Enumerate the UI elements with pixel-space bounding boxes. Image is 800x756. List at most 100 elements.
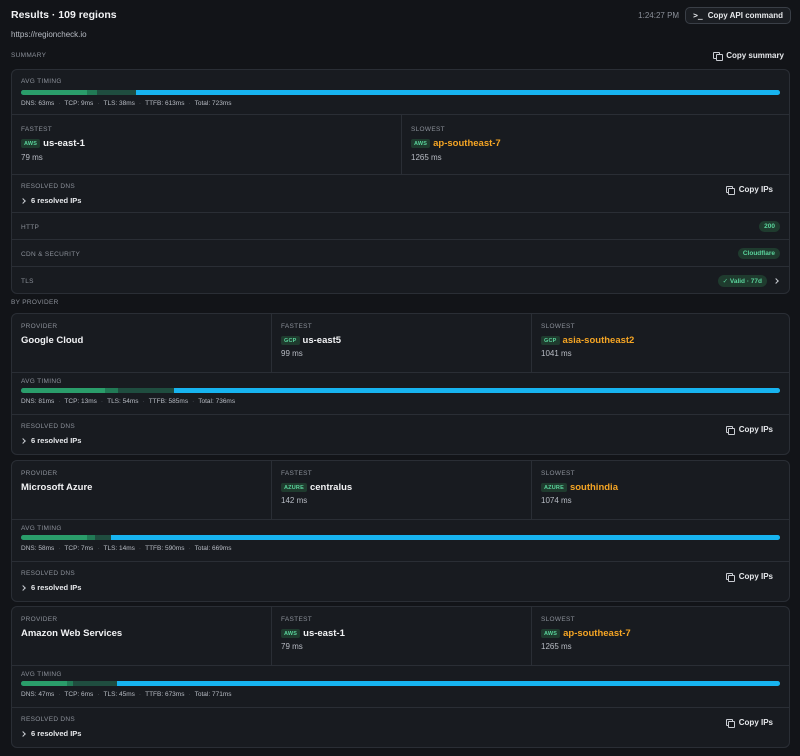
timing-bar bbox=[21, 681, 780, 686]
provider-label: PROVIDER bbox=[21, 470, 58, 477]
copy-ips-button[interactable]: Copy IPs bbox=[725, 718, 773, 728]
copy-icon bbox=[725, 425, 736, 435]
fastest-cell: FASTEST AWS us-east-1 79 ms bbox=[12, 115, 401, 174]
provider-cell: PROVIDER Microsoft Azure bbox=[12, 461, 271, 519]
timing-breakdown: DNS: 81ms · TCP: 13ms · TLS: 54ms · TTFB: 585m… bbox=[21, 398, 236, 405]
slowest-cell: SLOWEST AZURE southindia 1074 ms bbox=[531, 461, 789, 519]
tls-segment bbox=[73, 681, 118, 686]
copy-ips-button[interactable]: Copy IPs bbox=[725, 572, 773, 582]
http-label: HTTP bbox=[21, 224, 40, 231]
resolved-dns-row: RESOLVED DNS 6 resolved IPs Copy IPs bbox=[12, 174, 789, 212]
tcp-value: TCP: 7ms bbox=[64, 545, 94, 552]
copy-summary-button[interactable]: Copy summary bbox=[713, 51, 784, 61]
provider-card: PROVIDER Microsoft Azure FASTEST AZURE ce… bbox=[11, 460, 790, 602]
tcp-segment bbox=[104, 388, 119, 393]
tcp-value: TCP: 6ms bbox=[64, 691, 94, 698]
provider-card: PROVIDER Amazon Web Services FASTEST AWS… bbox=[11, 606, 790, 748]
copy-icon bbox=[725, 572, 736, 582]
fastest-cell: FASTEST AWS us-east-1 79 ms bbox=[271, 607, 531, 665]
ttfb-segment bbox=[174, 388, 780, 393]
summary-extremes-row: FASTEST AWS us-east-1 79 ms SLOWEST AWS ap… bbox=[12, 114, 789, 174]
resolved-dns-label: RESOLVED DNS bbox=[21, 423, 76, 430]
tcp-value: TCP: 13ms bbox=[64, 398, 97, 405]
provider-timing-row: AVG TIMING DNS: 81ms · TCP: 13ms · TLS: 54ms… bbox=[12, 372, 789, 414]
timing-bar bbox=[21, 535, 780, 540]
fastest-ms: 99 ms bbox=[281, 349, 303, 358]
results-header: Results · 109 regions 1:24:27 PM >_ Copy… bbox=[11, 6, 791, 24]
dns-value: DNS: 81ms bbox=[21, 398, 55, 405]
slowest-label: SLOWEST bbox=[541, 616, 575, 623]
resolved-ips-toggle[interactable]: 6 resolved IPs bbox=[20, 729, 82, 738]
total-value: Total: 771ms bbox=[194, 691, 232, 698]
resolved-ips-toggle[interactable]: 6 resolved IPs bbox=[20, 583, 82, 592]
fastest-ms: 79 ms bbox=[281, 642, 303, 651]
tls-row[interactable]: TLS ✓ Valid · 77d bbox=[12, 266, 789, 293]
provider-tag: AZURE bbox=[541, 483, 567, 493]
resolved-ips-toggle[interactable]: 6 resolved IPs bbox=[20, 436, 82, 445]
timing-breakdown: DNS: 58ms · TCP: 7ms · TLS: 14ms · TTFB: 590ms… bbox=[21, 545, 232, 552]
timing-bar bbox=[21, 388, 780, 393]
page-title: Results · 109 regions bbox=[11, 9, 117, 21]
copy-api-command-label: Copy API command bbox=[707, 10, 783, 20]
provider-tag: GCP bbox=[281, 336, 300, 346]
copy-ips-button[interactable]: Copy IPs bbox=[725, 185, 773, 195]
provider-cell: PROVIDER Amazon Web Services bbox=[12, 607, 271, 665]
tls-segment bbox=[96, 90, 137, 95]
fastest-ms: 142 ms bbox=[281, 496, 308, 505]
tcp-segment bbox=[87, 90, 97, 95]
dns-segment bbox=[21, 681, 68, 686]
resolved-dns-row: RESOLVED DNS 6 resolved IPs Copy IPs bbox=[12, 707, 789, 747]
resolved-ips-toggle[interactable]: 6 resolved IPs bbox=[20, 196, 81, 205]
provider-tag: AWS bbox=[21, 139, 41, 149]
fastest-region: us-east-1 bbox=[43, 138, 85, 150]
resolved-ips-label: 6 resolved IPs bbox=[31, 436, 82, 445]
fastest-label: FASTEST bbox=[281, 323, 312, 330]
resolved-ips-label: 6 resolved IPs bbox=[31, 729, 82, 738]
resolved-ips-label: 6 resolved IPs bbox=[31, 583, 82, 592]
provider-tag: AZURE bbox=[281, 483, 307, 493]
summary-timing-row: AVG TIMING DNS: 63ms · TCP: 9ms · TLS: 38ms ·… bbox=[12, 70, 789, 114]
total-value: Total: 736ms bbox=[198, 398, 236, 405]
tls-value: TLS: 14ms bbox=[103, 545, 135, 552]
resolved-dns-label: RESOLVED DNS bbox=[21, 716, 76, 723]
provider-name: Amazon Web Services bbox=[21, 628, 123, 639]
slowest-cell: SLOWEST AWS ap-southeast-7 1265 ms bbox=[401, 115, 789, 174]
slowest-label: SLOWEST bbox=[541, 323, 575, 330]
slowest-ms: 1074 ms bbox=[541, 496, 572, 505]
provider-name: Microsoft Azure bbox=[21, 482, 93, 493]
total-value: Total: 723ms bbox=[194, 100, 232, 107]
ttfb-segment bbox=[117, 681, 780, 686]
copy-summary-label: Copy summary bbox=[726, 51, 784, 60]
dns-value: DNS: 47ms bbox=[21, 691, 55, 698]
provider-tag: AWS bbox=[541, 629, 561, 639]
cdn-row: CDN & SECURITY Cloudflare bbox=[12, 239, 789, 266]
copy-icon bbox=[725, 185, 736, 195]
provider-label: PROVIDER bbox=[21, 323, 58, 330]
summary-card: AVG TIMING DNS: 63ms · TCP: 9ms · TLS: 38ms ·… bbox=[11, 69, 790, 294]
copy-icon bbox=[713, 51, 723, 61]
resolved-dns-label: RESOLVED DNS bbox=[21, 183, 76, 190]
copy-ips-label: Copy IPs bbox=[738, 718, 773, 727]
slowest-region: ap-southeast-7 bbox=[563, 628, 631, 640]
timestamp: 1:24:27 PM bbox=[638, 10, 680, 20]
fastest-cell: FASTEST AZURE centralus 142 ms bbox=[271, 461, 531, 519]
cdn-label: CDN & SECURITY bbox=[21, 251, 81, 258]
copy-api-command-button[interactable]: >_ Copy API command bbox=[685, 6, 791, 24]
timing-breakdown: DNS: 47ms · TCP: 6ms · TLS: 45ms · TTFB: 673ms… bbox=[21, 691, 232, 698]
slowest-region: southindia bbox=[569, 482, 618, 494]
resolved-dns-row: RESOLVED DNS 6 resolved IPs Copy IPs bbox=[12, 561, 789, 601]
tcp-value: TCP: 9ms bbox=[64, 100, 94, 107]
provider-timing-row: AVG TIMING DNS: 58ms · TCP: 7ms · TLS: 14ms ·… bbox=[12, 519, 789, 561]
provider-summary-row: PROVIDER Amazon Web Services FASTEST AWS… bbox=[12, 607, 789, 665]
tls-value: TLS: 45ms bbox=[103, 691, 135, 698]
dns-segment bbox=[21, 535, 87, 540]
target-url: https://regioncheck.io bbox=[11, 30, 87, 39]
copy-ips-button[interactable]: Copy IPs bbox=[725, 425, 773, 435]
fastest-region: us-east5 bbox=[302, 335, 342, 347]
chevron-right-icon[interactable] bbox=[773, 278, 779, 284]
copy-icon bbox=[725, 718, 736, 728]
provider-tag: GCP bbox=[541, 336, 560, 346]
tls-value: TLS: 38ms bbox=[103, 100, 135, 107]
tcp-segment bbox=[86, 535, 95, 540]
fastest-label: FASTEST bbox=[281, 470, 312, 477]
